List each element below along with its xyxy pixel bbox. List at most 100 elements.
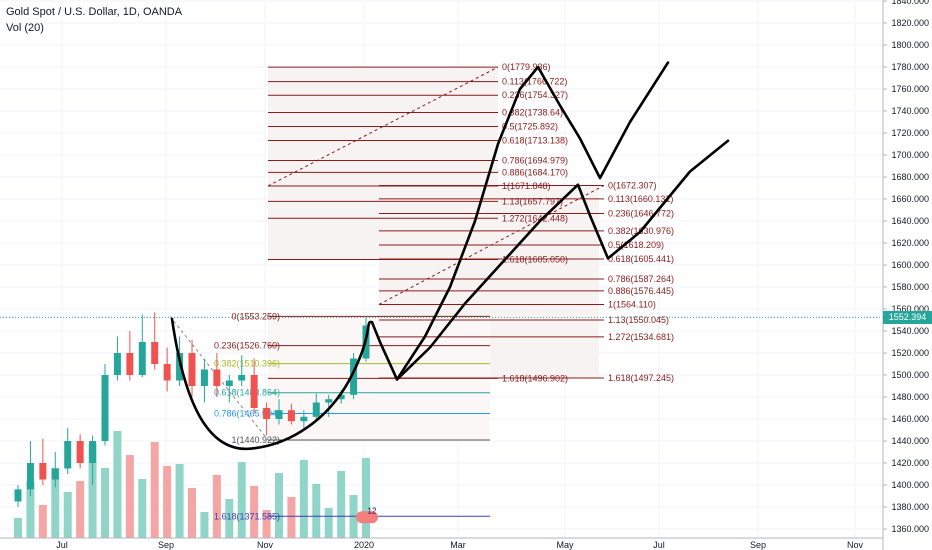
volume-bar [299, 460, 308, 538]
time-tick-label: Nov [847, 540, 864, 550]
time-tick-label: May [556, 540, 574, 550]
candle-body [126, 353, 134, 375]
candle-body [51, 468, 59, 480]
candle-body [113, 353, 121, 375]
last-price-tag: 1552.394 [883, 311, 932, 324]
volume-bar [188, 488, 196, 538]
price-tick-label: 1640.000 [891, 216, 929, 226]
fib-level-label: 1.618(1496.902) [502, 373, 568, 383]
fib-level-label: 0.786(1694.979) [502, 156, 568, 166]
fib-level-label: 0.5(1725.892) [502, 122, 558, 132]
price-tick-label: 1840.000 [891, 0, 929, 6]
projection-upper-drawing [370, 61, 670, 381]
volume-bar [101, 468, 109, 538]
fib-level-label: 1.272(1642.448) [502, 213, 568, 223]
fib-level-label: 0.5(1618.209) [608, 240, 664, 250]
fib-level-label: 0.236(1646.772) [608, 209, 674, 219]
time-tick-label: Sep [750, 540, 766, 550]
candle-body [337, 394, 345, 400]
volume-bar [63, 492, 72, 538]
symbol-title[interactable]: Gold Spot / U.S. Dollar, 1D, OANDA [6, 6, 183, 18]
candle-body [250, 375, 258, 408]
candle-body [176, 353, 184, 381]
time-tick-label: Nov [257, 540, 274, 550]
event-badge-label: 12 [368, 506, 377, 515]
candle-body [26, 463, 34, 490]
fib-level-label: 0(1553.259) [231, 311, 280, 321]
time-tick-label: Jul [653, 540, 665, 550]
fib-lines: 0(1779.936) 0.113(1766.722) 0.236(1754.327… [0, 62, 883, 524]
price-tick-label: 1740.000 [891, 106, 929, 116]
volume-bar [324, 508, 333, 538]
price-tick-label: 1660.000 [891, 194, 929, 204]
price-tick-label: 1520.000 [891, 348, 929, 358]
fib-trend-line [378, 185, 605, 305]
price-tick-label: 1700.000 [891, 150, 929, 160]
price-tick-label: 1500.000 [891, 370, 929, 380]
candles [14, 312, 370, 507]
fib-level-label: 0.786(1587.264) [608, 274, 674, 284]
candle-body [213, 369, 221, 386]
volume-bar [88, 444, 97, 538]
fib-level-label: 0.113(1766.722) [502, 77, 567, 87]
volume-bar [163, 466, 172, 538]
candle-body [312, 402, 320, 417]
candle-body [225, 380, 233, 386]
fib-level-label: 1.618(1371.585) [214, 511, 280, 521]
candle-body [275, 410, 283, 419]
time-tick-label: Mar [450, 540, 466, 550]
fib-level-label: 1(1440.922) [231, 435, 280, 445]
volume-bar [250, 486, 259, 538]
volume-bar [362, 458, 370, 538]
fib-level-label: 1.13(1657.797) [502, 196, 563, 206]
price-tick-label: 1460.000 [891, 414, 929, 424]
volume-bar [200, 512, 209, 538]
volume-bar [113, 431, 122, 538]
volume-bars [14, 431, 370, 538]
last-price-value: 1552.394 [888, 312, 927, 322]
volume-bar [26, 481, 35, 538]
candle-body [89, 441, 97, 463]
fib-level-label: 0.618(1605.441) [608, 254, 674, 264]
volume-bar [175, 464, 184, 538]
price-tick-label: 1380.000 [891, 502, 929, 512]
volume-bar [125, 455, 134, 538]
price-tick-label: 1420.000 [891, 458, 929, 468]
price-tick-label: 1540.000 [891, 326, 929, 336]
price-tick-label: 1400.000 [891, 480, 929, 490]
price-tick-label: 1600.000 [891, 260, 929, 270]
volume-bar [76, 481, 85, 538]
candle-body [64, 441, 72, 469]
price-tick-label: 1560.000 [891, 304, 929, 314]
volume-bar [138, 479, 147, 538]
volume-bar [14, 518, 22, 538]
cup-drawing [170, 317, 374, 451]
fib-level-label: 0.382(1738.64) [502, 107, 563, 117]
fib-level-label: 0.236(1754.327) [502, 90, 568, 100]
volume-bar [275, 473, 283, 538]
candle-body [350, 358, 358, 395]
candle-body [163, 364, 171, 381]
volume-bar [337, 471, 346, 538]
fib-level-label: 1.272(1534.681) [608, 332, 674, 342]
price-tick-label: 1360.000 [891, 524, 929, 534]
fib-level-label: 1.13(1550.045) [608, 315, 669, 325]
candle-body [101, 375, 109, 441]
fib-trend-line [267, 66, 499, 187]
hand-drawings [170, 61, 730, 451]
fib-level-label: 0(1779.936) [502, 62, 551, 72]
event-badge [356, 511, 378, 524]
volume-bar [237, 462, 246, 538]
fib-level-label: 0.236(1526.760) [214, 341, 280, 351]
price-tick-label: 1580.000 [891, 282, 929, 292]
price-tick-label: 1800.000 [891, 40, 929, 50]
time-tick-label: 2020 [354, 540, 374, 550]
volume-indicator-label[interactable]: Vol (20) [6, 22, 44, 34]
volume-bar [38, 505, 47, 538]
candle-body [138, 342, 146, 375]
candle-body [325, 399, 333, 403]
candle-body [188, 353, 196, 386]
candle-body [200, 369, 208, 386]
